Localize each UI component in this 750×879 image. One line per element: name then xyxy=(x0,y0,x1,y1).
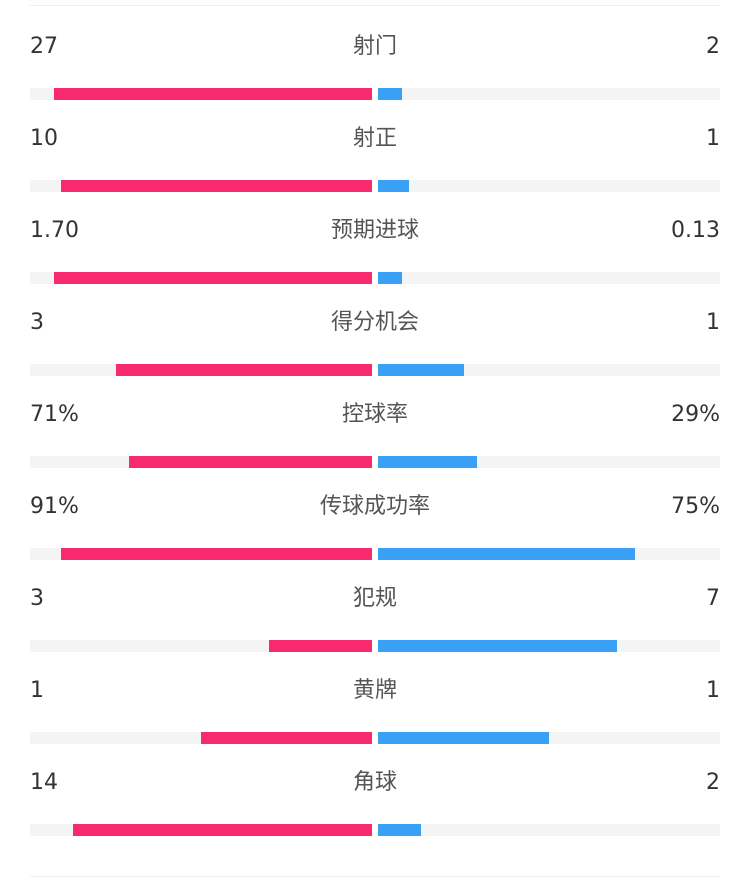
home-bar-fill xyxy=(53,88,372,100)
home-value: 10 xyxy=(30,126,58,151)
home-bar-track xyxy=(30,824,372,836)
away-value: 2 xyxy=(706,34,720,59)
away-bar-fill xyxy=(378,824,421,836)
home-value: 14 xyxy=(30,770,58,795)
away-value: 2 xyxy=(706,770,720,795)
away-value: 1 xyxy=(706,310,720,335)
stat-row: 3 得分机会 1 xyxy=(0,276,750,376)
home-bar-track xyxy=(30,272,372,284)
away-value: 1 xyxy=(706,678,720,703)
home-bar-track xyxy=(30,456,372,468)
stat-label: 射正 xyxy=(352,126,397,151)
away-bar-track xyxy=(378,548,720,560)
away-bar-fill xyxy=(378,548,635,560)
stat-label: 犯规 xyxy=(352,586,397,611)
away-bar-fill xyxy=(378,88,402,100)
home-bar-fill xyxy=(61,180,372,192)
away-bar-fill xyxy=(378,456,478,468)
home-bar-track xyxy=(30,640,372,652)
away-value: 1 xyxy=(706,126,720,151)
home-value: 27 xyxy=(30,34,58,59)
stat-label: 控球率 xyxy=(341,402,408,427)
away-value: 29% xyxy=(671,402,720,427)
away-bar-fill xyxy=(378,640,618,652)
away-bar-track xyxy=(378,456,720,468)
stat-row: 14 角球 2 xyxy=(0,736,750,836)
stat-row: 71% 控球率 29% xyxy=(0,368,750,468)
away-bar-track xyxy=(378,732,720,744)
stat-label: 得分机会 xyxy=(330,310,419,335)
home-bar-track xyxy=(30,364,372,376)
home-bar-track xyxy=(30,180,372,192)
home-bar-fill xyxy=(60,548,372,560)
home-bar-track xyxy=(30,732,372,744)
away-bar-track xyxy=(378,640,720,652)
home-value: 3 xyxy=(30,586,44,611)
stat-label: 预期进球 xyxy=(330,218,419,243)
away-bar-track xyxy=(378,364,720,376)
stat-row: 1.70 预期进球 0.13 xyxy=(0,184,750,284)
home-bar-track xyxy=(30,548,372,560)
home-bar-fill xyxy=(72,824,372,836)
home-bar-fill xyxy=(201,732,372,744)
stat-label: 传球成功率 xyxy=(319,494,430,519)
stat-row: 27 射门 2 xyxy=(0,0,750,100)
top-divider xyxy=(30,5,720,6)
home-bar-fill xyxy=(115,364,372,376)
away-bar-track xyxy=(378,272,720,284)
stat-label: 射门 xyxy=(352,34,397,59)
stat-row: 1 黄牌 1 xyxy=(0,644,750,744)
home-value: 1.70 xyxy=(30,218,79,243)
stat-label: 角球 xyxy=(352,770,397,795)
away-bar-track xyxy=(378,88,720,100)
home-value: 71% xyxy=(30,402,79,427)
away-bar-fill xyxy=(378,180,410,192)
home-bar-track xyxy=(30,88,372,100)
away-bar-fill xyxy=(378,364,464,376)
home-value: 91% xyxy=(30,494,79,519)
away-value: 0.13 xyxy=(671,218,720,243)
away-bar-track xyxy=(378,180,720,192)
away-bar-fill xyxy=(378,732,549,744)
stat-row: 10 射正 1 xyxy=(0,92,750,192)
away-bar-track xyxy=(378,824,720,836)
home-bar-fill xyxy=(54,272,372,284)
home-bar-fill xyxy=(269,640,372,652)
away-value: 7 xyxy=(706,586,720,611)
stat-label: 黄牌 xyxy=(352,678,397,703)
home-value: 1 xyxy=(30,678,44,703)
home-value: 3 xyxy=(30,310,44,335)
away-value: 75% xyxy=(671,494,720,519)
away-bar-fill xyxy=(378,272,403,284)
home-bar-fill xyxy=(129,456,372,468)
bottom-divider xyxy=(30,876,720,877)
stat-row: 3 犯规 7 xyxy=(0,552,750,652)
stat-row: 91% 传球成功率 75% xyxy=(0,460,750,560)
